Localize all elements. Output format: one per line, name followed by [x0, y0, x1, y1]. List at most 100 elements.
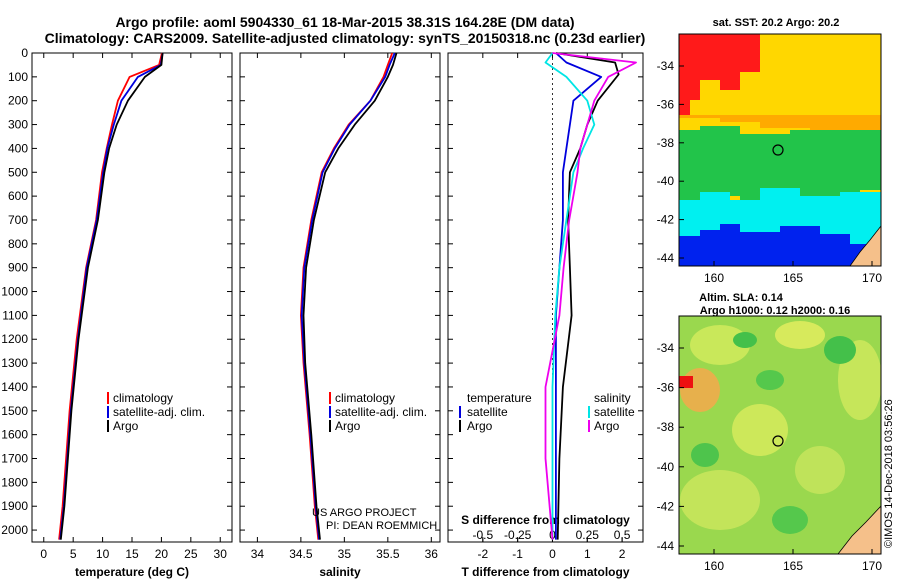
y-tick-label: 1300: [1, 356, 28, 370]
series-line-satellite-adj-clim-: [300, 52, 396, 540]
sla-blob: [690, 325, 750, 365]
x-tick-label: 0: [40, 547, 47, 561]
x2-axis-label: S difference from climatology: [461, 513, 630, 527]
sst-map: -34 -36 -38 -40 -42 -44 160 165 170: [657, 33, 882, 285]
title-line-2: Climatology: CARS2009. Satellite-adjuste…: [45, 30, 646, 46]
credit-line-2: PI: DEAN ROEMMICH: [326, 520, 437, 532]
legend-heading-temperature: temperature: [467, 391, 532, 405]
lat-tick-label: -36: [657, 381, 675, 395]
series-line-temperature-argo: [555, 52, 620, 540]
sla-lat-ticks: -34 -36 -38 -40 -42 -44: [657, 341, 684, 553]
lat-tick-label: -34: [657, 341, 675, 355]
credit-line-1: US ARGO PROJECT: [312, 507, 417, 519]
lat-tick-label: -40: [657, 460, 675, 474]
y-tick-label: 600: [8, 189, 28, 203]
x2-tick-label: 0.25: [576, 528, 600, 542]
legend-label-climatology: climatology: [113, 391, 173, 405]
sla-blob: [775, 321, 825, 349]
y-tick-label: 1600: [1, 428, 28, 442]
y-tick-label: 400: [8, 141, 28, 155]
x-tick-label: 34.5: [289, 547, 313, 561]
x-tick-label: -1: [512, 547, 523, 561]
x2-tick-label: -0.5: [472, 528, 493, 542]
sst-map-title: sat. SST: 20.2 Argo: 20.2: [713, 17, 840, 29]
y-tick-label: 700: [8, 213, 28, 227]
y-tick-label: 0: [21, 46, 28, 60]
x-tick-label: 5: [70, 547, 77, 561]
legend-label-argo: Argo: [335, 419, 361, 433]
series-line-temperature-satellite: [555, 52, 603, 540]
legend-heading-salinity: salinity: [594, 391, 631, 405]
sst-band-blue: [679, 224, 881, 266]
lat-tick-label: -42: [657, 499, 675, 513]
x-tick-label: 36: [425, 547, 439, 561]
x-tick-label: -2: [477, 547, 488, 561]
legend-label-argo: Argo: [113, 419, 139, 433]
lat-tick-label: -44: [657, 539, 675, 553]
x-tick-label: 15: [125, 547, 139, 561]
series-line-argo: [302, 52, 398, 540]
sla-map-title-2: Argo h1000: 0.12 h2000: 0.16: [700, 305, 850, 317]
x2-tick-label: -0.25: [504, 528, 532, 542]
plot-frame: [447, 52, 644, 543]
watermark: ©IMOS 14-Dec-2018 03:56:26: [883, 399, 895, 548]
x-tick-label: 0: [549, 547, 556, 561]
difference-legend: temperature satellite Argo salinity sate…: [459, 391, 635, 433]
salinity-panel: 34 34.5 35 35.5 36 salinity: [239, 52, 441, 579]
lon-tick-label: 165: [783, 559, 803, 573]
lon-tick-label: 170: [862, 559, 882, 573]
sst-land: [849, 225, 881, 266]
lat-tick-label: -36: [657, 97, 675, 111]
lat-tick-label: -40: [657, 174, 675, 188]
sla-land: [837, 505, 881, 554]
y-tick-label: 300: [8, 118, 28, 132]
legend-label-s-satellite: satellite: [594, 405, 635, 419]
sst-argo-position: [772, 144, 784, 156]
legend-label-t-satellite: satellite: [467, 405, 508, 419]
sst-map-frame: [678, 33, 882, 267]
sst-lon-ticks: 160 165 170: [704, 261, 882, 285]
sla-blob: [733, 332, 757, 348]
x2-tick-label: 0.5: [614, 528, 631, 542]
y-tick-label: 900: [8, 261, 28, 275]
sla-blob: [756, 370, 784, 390]
plot-frame: [239, 52, 441, 543]
y-tick-label: 1700: [1, 452, 28, 466]
series-line-salinity-satellite: [544, 52, 596, 540]
y-tick-label: 100: [8, 70, 28, 84]
plot-frame: [31, 52, 233, 543]
temperature-panel: 0100200300400500600700800900100011001200…: [1, 46, 233, 579]
lon-tick-label: 170: [862, 271, 882, 285]
sla-blob: [691, 443, 719, 467]
x-tick-label: 20: [155, 547, 169, 561]
legend-label-t-argo: Argo: [467, 419, 493, 433]
title-line-1: Argo profile: aoml 5904330_61 18-Mar-201…: [115, 14, 574, 30]
x-axis-label: salinity: [319, 565, 361, 579]
sla-blob: [824, 336, 856, 364]
series-line-salinity-argo: [544, 52, 637, 540]
y-tick-label: 1800: [1, 475, 28, 489]
y-tick-label: 1900: [1, 499, 28, 513]
x-tick-label: 30: [214, 547, 228, 561]
y-tick-label: 1400: [1, 380, 28, 394]
sla-blob: [680, 470, 760, 530]
x-tick-label: 35: [338, 547, 352, 561]
sla-hot-spot: [679, 376, 693, 388]
sst-lat-ticks: -34 -36 -38 -40 -42 -44: [657, 59, 684, 265]
lat-tick-label: -38: [657, 420, 675, 434]
salinity-legend: climatology satellite-adj. clim. Argo: [329, 391, 427, 433]
legend-label-s-argo: Argo: [594, 419, 620, 433]
temperature-legend: climatology satellite-adj. clim. Argo: [107, 391, 205, 433]
y-tick-label: 2000: [1, 523, 28, 537]
y-tick-label: 500: [8, 165, 28, 179]
sla-map-frame: [678, 315, 882, 555]
lon-tick-label: 160: [704, 271, 724, 285]
sla-blob: [732, 404, 788, 456]
series-line-climatology: [58, 52, 163, 540]
lon-tick-label: 160: [704, 559, 724, 573]
sla-blob: [795, 446, 845, 494]
y-tick-label: 200: [8, 94, 28, 108]
sla-blob: [680, 368, 720, 412]
x-tick-label: 35.5: [376, 547, 400, 561]
y-tick-label: 1500: [1, 404, 28, 418]
